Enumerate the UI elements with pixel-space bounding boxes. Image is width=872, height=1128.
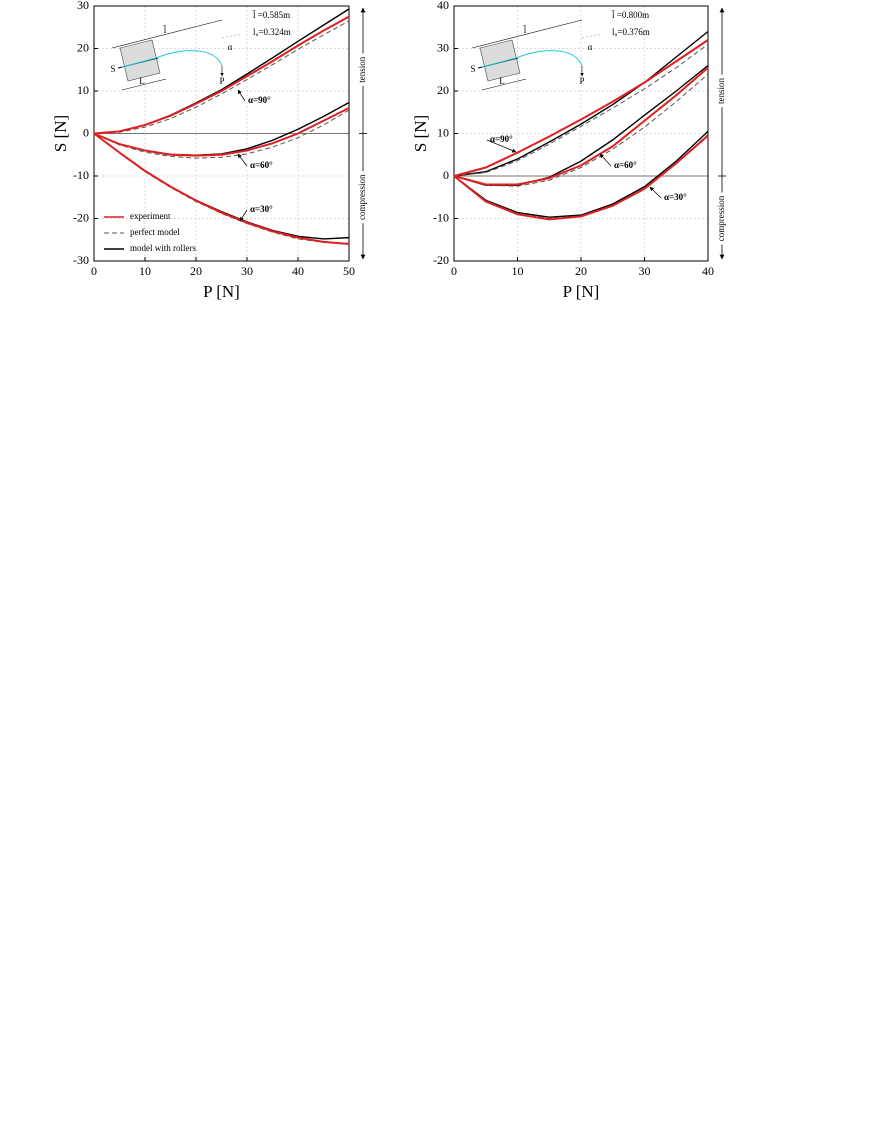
annotation-arrow: [486, 139, 517, 153]
annotation: α=30°: [250, 204, 273, 214]
x-tick-label: 50: [343, 264, 355, 278]
inset-label: L: [139, 76, 145, 86]
legend-label: model with rollers: [130, 243, 196, 253]
inset-label: l̄: [163, 25, 167, 35]
inset-dim: [471, 19, 583, 49]
y-tick-label: 20: [437, 83, 449, 97]
inset-block: [119, 39, 161, 82]
annotation-arrow: [237, 89, 246, 102]
inset-label: l̄: [523, 25, 527, 35]
series-line: [93, 20, 350, 134]
annotation: α=60°: [614, 160, 637, 170]
annotation-arrow: [239, 209, 248, 222]
series-line: [453, 66, 709, 186]
side-label-bg: [716, 192, 728, 245]
inset-dim: [581, 33, 601, 39]
series-line: [453, 130, 709, 218]
inset-label: P: [219, 76, 224, 86]
inset-dim: [111, 19, 223, 49]
x-tick-label: 20: [190, 264, 202, 278]
series-line: [93, 107, 350, 157]
inset-label: P: [579, 76, 584, 86]
y-tick-label: 30: [437, 40, 449, 54]
legend-label: perfect model: [130, 227, 180, 237]
parameter: lᵤ=0.376m: [612, 27, 650, 37]
y-tick-label: 20: [77, 40, 89, 54]
inset-dim: [481, 78, 527, 91]
inset-label: α: [228, 42, 233, 52]
y-tick-label: 10: [77, 83, 89, 97]
x-tick-label: 40: [292, 264, 304, 278]
y-tick-label: -30: [73, 253, 89, 267]
series-line: [453, 30, 709, 177]
y-tick-label: -10: [73, 168, 89, 182]
y-tick-label: 0: [83, 125, 89, 139]
x-tick-label: 10: [512, 264, 524, 278]
side-label-bg: [716, 74, 728, 108]
parameter: lᵤ=0.324m: [253, 27, 291, 37]
series-line: [453, 134, 709, 221]
annotation: α=30°: [664, 192, 687, 202]
parameter: l̄ =0.800m: [611, 10, 649, 20]
x-axis-title: P [N]: [563, 282, 600, 301]
annotation-arrow: [237, 153, 248, 167]
x-tick-label: 30: [241, 264, 253, 278]
annotation: α=60°: [250, 160, 273, 170]
x-tick-label: 10: [139, 264, 151, 278]
inset-block: [479, 39, 521, 82]
annotation-arrow: [599, 153, 612, 167]
inset-label: S: [470, 64, 475, 74]
x-tick-label: 20: [575, 264, 587, 278]
inset-dim: [121, 78, 167, 91]
y-axis-title: S [N]: [411, 115, 430, 152]
inset-label: S: [110, 64, 115, 74]
x-tick-label: 40: [702, 264, 714, 278]
side-label-bg: [357, 53, 369, 86]
series-line: [93, 132, 350, 240]
inset-dim: [221, 33, 241, 39]
plot-frame: [453, 5, 709, 262]
y-tick-label: 40: [437, 0, 449, 12]
chart: 0 10 20 30 40 -20 -10 0 10 20 30 40 P [N] S [N] α=90° α…: [411, 0, 728, 301]
x-axis-title: P [N]: [203, 282, 240, 301]
annotation-arrow: [649, 186, 662, 199]
series-line: [453, 43, 709, 177]
y-tick-label: -10: [433, 210, 449, 224]
y-tick-label: 30: [77, 0, 89, 12]
series-line: [453, 39, 709, 177]
side-label: compression: [357, 174, 367, 220]
annotation: α=90°: [490, 134, 513, 144]
series-line: [453, 73, 709, 187]
x-tick-label: 30: [639, 264, 651, 278]
inset-cable: [481, 50, 583, 68]
parameter: l̄ =0.585m: [252, 10, 290, 20]
y-tick-label: 10: [437, 125, 449, 139]
series-line: [93, 132, 350, 245]
x-tick-label: 0: [451, 264, 457, 278]
y-tick-label: -20: [433, 253, 449, 267]
side-label: tension: [357, 56, 367, 82]
inset-label: L: [499, 76, 505, 86]
side-label: compression: [716, 195, 726, 241]
y-tick-label: 0: [443, 168, 449, 182]
annotation: α=90°: [248, 95, 271, 105]
series-line: [93, 15, 350, 135]
inset-cable: [121, 50, 223, 68]
legend-label: experiment: [130, 211, 171, 221]
side-label-bg: [357, 171, 369, 224]
y-axis-title: S [N]: [51, 115, 70, 152]
side-label: tension: [716, 78, 726, 104]
series-line: [93, 109, 350, 159]
x-tick-label: 0: [91, 264, 97, 278]
y-tick-label: -20: [73, 210, 89, 224]
inset-label: α: [588, 42, 593, 52]
